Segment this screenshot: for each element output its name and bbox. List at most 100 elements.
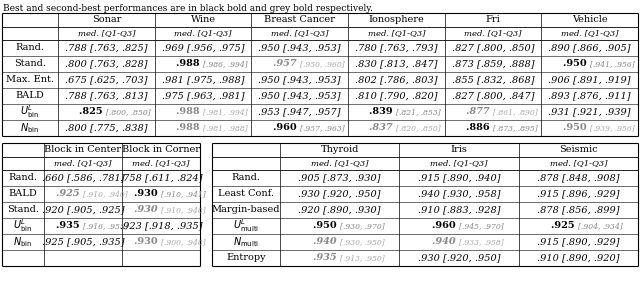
Text: [.933, .958]: [.933, .958] — [459, 238, 504, 246]
Text: .873 [.859, .888]: .873 [.859, .888] — [452, 59, 534, 69]
Text: .925: .925 — [551, 222, 579, 230]
Text: .935: .935 — [56, 222, 83, 230]
Text: Stand.: Stand. — [14, 59, 46, 69]
Text: Rand.: Rand. — [15, 44, 45, 53]
Text: $U_{\rm bin}^{L}$: $U_{\rm bin}^{L}$ — [13, 218, 33, 234]
Text: Margin-based: Margin-based — [212, 205, 280, 214]
Text: med. [Q1-Q3]: med. [Q1-Q3] — [430, 160, 488, 168]
Text: med. [Q1-Q3]: med. [Q1-Q3] — [54, 160, 112, 168]
Text: Rand.: Rand. — [8, 174, 38, 183]
Text: [.916, .955]: [.916, .955] — [83, 222, 128, 230]
Text: .988: .988 — [176, 59, 203, 69]
Text: Best and second-best performances are in black bold and grey bold respectively.: Best and second-best performances are in… — [3, 4, 373, 13]
Text: .827 [.800, .847]: .827 [.800, .847] — [452, 92, 534, 100]
Text: Breast Cancer: Breast Cancer — [264, 15, 335, 24]
Text: Ionosphere: Ionosphere — [369, 15, 424, 24]
Text: .893 [.876, .911]: .893 [.876, .911] — [548, 92, 631, 100]
Text: .810 [.790, .820]: .810 [.790, .820] — [355, 92, 438, 100]
Text: .940 [.930, .958]: .940 [.930, .958] — [418, 189, 500, 199]
Text: Block in Corner: Block in Corner — [122, 146, 200, 154]
Text: .930: .930 — [134, 189, 161, 199]
Text: med. [Q1-Q3]: med. [Q1-Q3] — [271, 30, 328, 38]
Text: .788 [.763, .825]: .788 [.763, .825] — [65, 44, 148, 53]
Text: Fri: Fri — [486, 15, 500, 24]
Text: .906 [.891, .919]: .906 [.891, .919] — [548, 75, 631, 84]
Text: Thyroid: Thyroid — [321, 146, 359, 154]
Text: [.950, .960]: [.950, .960] — [300, 60, 344, 68]
Text: .975 [.963, .981]: .975 [.963, .981] — [162, 92, 244, 100]
Text: .905 [.873, .930]: .905 [.873, .930] — [298, 174, 381, 183]
Text: [.957, .963]: [.957, .963] — [300, 124, 344, 132]
Text: [.904, .934]: [.904, .934] — [579, 222, 623, 230]
Text: Max. Ent.: Max. Ent. — [6, 75, 54, 84]
Text: Block in Center: Block in Center — [45, 146, 122, 154]
Text: [.900, .940]: [.900, .940] — [161, 238, 205, 246]
Text: .920 [.890, .930]: .920 [.890, .930] — [298, 205, 381, 214]
Text: Entropy: Entropy — [226, 253, 266, 263]
Text: .931 [.921, .939]: .931 [.921, .939] — [548, 108, 631, 117]
Text: Least Conf.: Least Conf. — [218, 189, 274, 199]
Text: .800 [.763, .828]: .800 [.763, .828] — [65, 59, 148, 69]
Text: [.800, .850]: [.800, .850] — [106, 108, 151, 116]
Text: [.945, .970]: [.945, .970] — [459, 222, 504, 230]
Text: .981 [.975, .988]: .981 [.975, .988] — [162, 75, 244, 84]
Text: .950: .950 — [563, 59, 589, 69]
Text: $N_{\rm bin}$: $N_{\rm bin}$ — [13, 235, 33, 249]
Text: .877: .877 — [466, 108, 493, 117]
Text: .915 [.890, .929]: .915 [.890, .929] — [537, 238, 620, 247]
Text: .855 [.832, .868]: .855 [.832, .868] — [452, 75, 534, 84]
Text: .825: .825 — [79, 108, 106, 117]
Text: Wine: Wine — [191, 15, 216, 24]
Text: [.981, .994]: [.981, .994] — [203, 108, 248, 116]
Text: .758 [.611, .824]: .758 [.611, .824] — [120, 174, 202, 183]
Text: .925: .925 — [56, 189, 83, 199]
Text: med. [Q1-Q3]: med. [Q1-Q3] — [464, 30, 522, 38]
Text: [.981, .988]: [.981, .988] — [203, 124, 248, 132]
Text: med. [Q1-Q3]: med. [Q1-Q3] — [367, 30, 425, 38]
Text: .953 [.947, .957]: .953 [.947, .957] — [259, 108, 341, 117]
Text: BALD: BALD — [8, 189, 37, 199]
Text: [.939, .956]: [.939, .956] — [589, 124, 634, 132]
Text: .969 [.956, .975]: .969 [.956, .975] — [162, 44, 244, 53]
Text: .890 [.866, .905]: .890 [.866, .905] — [548, 44, 631, 53]
Text: med. [Q1-Q3]: med. [Q1-Q3] — [561, 30, 618, 38]
Text: .950: .950 — [312, 222, 340, 230]
Text: [.930, .970]: [.930, .970] — [340, 222, 385, 230]
Text: .830 [.813, .847]: .830 [.813, .847] — [355, 59, 438, 69]
Text: .915 [.890, .940]: .915 [.890, .940] — [418, 174, 500, 183]
Text: Seismic: Seismic — [559, 146, 598, 154]
Text: [.930, .950]: [.930, .950] — [340, 238, 385, 246]
Text: .930 [.920, .950]: .930 [.920, .950] — [418, 253, 500, 263]
Text: .915 [.896, .929]: .915 [.896, .929] — [537, 189, 620, 199]
Text: [.910, .940]: [.910, .940] — [161, 206, 205, 214]
Text: [.986, .994]: [.986, .994] — [203, 60, 248, 68]
Text: .788 [.763, .813]: .788 [.763, .813] — [65, 92, 148, 100]
Text: Iris: Iris — [451, 146, 467, 154]
Text: .930: .930 — [134, 205, 161, 214]
Text: .957: .957 — [273, 59, 300, 69]
Text: .675 [.625, .703]: .675 [.625, .703] — [65, 75, 148, 84]
Text: $U_{\rm bin}^{L}$: $U_{\rm bin}^{L}$ — [20, 104, 40, 121]
Text: .960: .960 — [432, 222, 459, 230]
Text: .988: .988 — [176, 123, 203, 133]
Text: .886: .886 — [466, 123, 493, 133]
Text: .930: .930 — [134, 238, 161, 247]
Text: med. [Q1-Q3]: med. [Q1-Q3] — [132, 160, 189, 168]
Text: [.873, .895]: [.873, .895] — [493, 124, 538, 132]
Text: [.821, .853]: [.821, .853] — [396, 108, 441, 116]
Text: .960: .960 — [273, 123, 300, 133]
Text: .827 [.800, .850]: .827 [.800, .850] — [452, 44, 534, 53]
Text: .950 [.943, .953]: .950 [.943, .953] — [259, 92, 341, 100]
Text: .878 [.848, .908]: .878 [.848, .908] — [537, 174, 620, 183]
Text: .988: .988 — [176, 108, 203, 117]
Text: Stand.: Stand. — [7, 205, 39, 214]
Text: med. [Q1-Q3]: med. [Q1-Q3] — [77, 30, 135, 38]
Text: med. [Q1-Q3]: med. [Q1-Q3] — [550, 160, 607, 168]
Text: [.861, .890]: [.861, .890] — [493, 108, 538, 116]
Text: .950 [.943, .953]: .950 [.943, .953] — [259, 44, 341, 53]
Text: .839: .839 — [369, 108, 396, 117]
Text: .920 [.905, .925]: .920 [.905, .925] — [42, 205, 124, 214]
Text: .940: .940 — [432, 238, 459, 247]
Text: .780 [.763, .793]: .780 [.763, .793] — [355, 44, 438, 53]
Text: .923 [.918, .935]: .923 [.918, .935] — [120, 222, 202, 230]
